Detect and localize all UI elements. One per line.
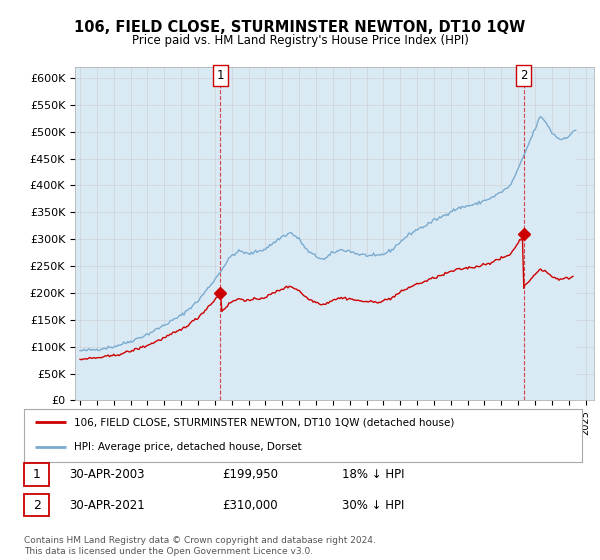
Text: 30-APR-2003: 30-APR-2003 [69, 468, 145, 481]
Text: HPI: Average price, detached house, Dorset: HPI: Average price, detached house, Dors… [74, 442, 302, 452]
Text: £310,000: £310,000 [222, 498, 278, 512]
Text: 1: 1 [32, 468, 41, 481]
Text: 2: 2 [520, 69, 527, 82]
Text: 106, FIELD CLOSE, STURMINSTER NEWTON, DT10 1QW (detached house): 106, FIELD CLOSE, STURMINSTER NEWTON, DT… [74, 417, 455, 427]
Text: 30-APR-2021: 30-APR-2021 [69, 498, 145, 512]
Text: 2: 2 [32, 498, 41, 512]
Text: £199,950: £199,950 [222, 468, 278, 481]
Text: 106, FIELD CLOSE, STURMINSTER NEWTON, DT10 1QW: 106, FIELD CLOSE, STURMINSTER NEWTON, DT… [74, 20, 526, 35]
Text: Contains HM Land Registry data © Crown copyright and database right 2024.
This d: Contains HM Land Registry data © Crown c… [24, 536, 376, 556]
Text: 30% ↓ HPI: 30% ↓ HPI [342, 498, 404, 512]
Text: 18% ↓ HPI: 18% ↓ HPI [342, 468, 404, 481]
Text: 1: 1 [217, 69, 224, 82]
Text: Price paid vs. HM Land Registry's House Price Index (HPI): Price paid vs. HM Land Registry's House … [131, 34, 469, 46]
